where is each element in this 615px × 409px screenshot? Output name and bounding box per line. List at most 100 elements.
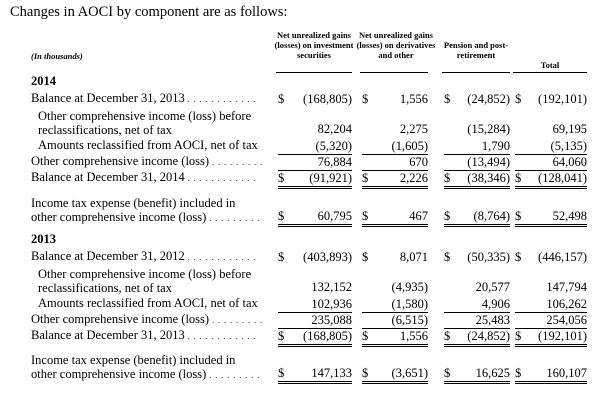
row-label: other comprehensive income (loss) . . . …	[31, 211, 262, 226]
row-label: reclassifications, net of tax	[38, 280, 172, 296]
row-label: Balance at December 31, 2013 . . . . . .…	[31, 92, 262, 107]
cell-value: 1,556	[399, 92, 428, 106]
table-cell: $ (24,852)	[444, 329, 510, 347]
cell-value: 147,794	[546, 280, 587, 294]
currency-symbol: $	[444, 366, 451, 380]
cell-value: (6,515)	[391, 313, 428, 327]
row-label-text: reclassifications, net of tax	[38, 122, 172, 137]
currency-symbol: $	[515, 209, 522, 223]
table-cell: $ (38,346)	[444, 171, 510, 189]
currency-symbol: $	[515, 92, 522, 106]
cell-value: (38,346)	[467, 171, 510, 185]
cell-value: 467	[409, 209, 428, 223]
cell-value: 64,060	[552, 155, 587, 169]
currency-symbol: $	[362, 171, 369, 185]
table-cell: 106,262	[515, 297, 587, 313]
cell-value: 20,577	[475, 280, 510, 294]
cell-value: 254,056	[546, 313, 587, 327]
table-cell: (1,605)	[362, 139, 428, 155]
table-cell: $1,556	[362, 329, 428, 347]
leader-dots: . . . . . . . . . . . .	[212, 316, 262, 325]
table-cell: $ (192,101)	[515, 329, 587, 347]
table-cell: $16,625	[444, 366, 510, 384]
intro-text: Changes in AOCI by component are as foll…	[10, 4, 288, 20]
cell-value: 69,195	[552, 122, 587, 136]
table-cell: $ (446,157)	[515, 250, 587, 265]
column-header-rule	[276, 72, 352, 73]
row-label: Balance at December 31, 2014 . . . . . .…	[31, 171, 262, 186]
table-cell: $ (3,651)	[362, 366, 428, 384]
row-label-text: Other comprehensive income (loss) before	[38, 267, 252, 281]
cell-value: 235,088	[311, 313, 352, 327]
table-cell: (5,320)	[278, 139, 352, 155]
table-cell: (15,284)	[444, 122, 510, 137]
currency-symbol: $	[278, 92, 285, 106]
cell-value: 1,556	[399, 329, 428, 343]
table-cell: 235,088	[278, 313, 352, 329]
cell-value: 106,262	[546, 297, 587, 311]
table-cell: $147,133	[278, 366, 352, 384]
cell-value: (192,101)	[538, 92, 587, 106]
table-cell: $ (168,805)	[278, 92, 352, 107]
cell-value: (4,935)	[391, 280, 428, 294]
currency-symbol: $	[515, 329, 522, 343]
cell-value: 4,906	[481, 297, 510, 311]
table-cell: (4,935)	[362, 280, 428, 295]
table-cell: 670	[362, 155, 428, 171]
row-label-text: other comprehensive income (loss)	[31, 210, 207, 224]
currency-symbol: $	[278, 250, 285, 264]
leader-dots: . . . . . . . . . . . .	[184, 253, 257, 262]
row-label-text: Other comprehensive income (loss)	[31, 155, 210, 168]
row-label-text: Income tax expense (benefit) included in	[31, 196, 236, 210]
cell-value: (1,605)	[391, 139, 428, 153]
cell-value: 1,790	[481, 139, 510, 153]
row-label-text: reclassifications, net of tax	[38, 280, 172, 295]
row-label-text: Balance at December 31, 2014	[31, 171, 185, 184]
column-header-rule	[442, 72, 510, 73]
currency-symbol: $	[515, 366, 522, 380]
currency-symbol: $	[444, 250, 451, 264]
row-label-text: Other comprehensive income (loss)	[31, 313, 210, 326]
cell-value: (446,157)	[538, 250, 587, 264]
table-cell: $60,795	[278, 209, 352, 227]
table-cell: $ (8,764)	[444, 209, 510, 227]
row-label: Other comprehensive income (loss) . . . …	[31, 155, 262, 170]
table-cell: 20,577	[444, 280, 510, 295]
row-label-text: Balance at December 31, 2012	[31, 250, 185, 263]
column-header-1: Net unrealized gains (losses) on investm…	[274, 30, 354, 60]
table-cell: 64,060	[515, 155, 587, 171]
leader-dots: . . . . . . . . . . . .	[184, 174, 257, 183]
table-cell: 25,483	[444, 313, 510, 329]
cell-value: (91,921)	[309, 171, 352, 185]
cell-value: 8,071	[399, 250, 428, 264]
cell-value: (5,320)	[315, 139, 352, 153]
cell-value: 2,226	[399, 171, 428, 185]
table-cell: 147,794	[515, 280, 587, 295]
leader-dots: . . . . . . . . . . . .	[184, 95, 257, 104]
cell-value: (168,805)	[303, 329, 352, 343]
table-cell: 82,204	[278, 122, 352, 137]
table-cell: 254,056	[515, 313, 587, 329]
table-cell: 2,275	[362, 122, 428, 137]
currency-symbol: $	[278, 366, 285, 380]
table-cell: $1,556	[362, 92, 428, 107]
table-cell: $160,107	[515, 366, 587, 384]
row-label: Other comprehensive income (loss) before	[38, 109, 251, 124]
table-cell: $ (168,805)	[278, 329, 352, 347]
column-header-2: Net unrealized gains (losses) on derivat…	[356, 30, 436, 60]
row-label: Amounts reclassified from AOCI, net of t…	[38, 138, 258, 153]
table-cell: 69,195	[515, 122, 587, 137]
table-cell: $ (192,101)	[515, 92, 587, 107]
row-label-text: Amounts reclassified from AOCI, net of t…	[38, 138, 258, 152]
currency-symbol: $	[444, 209, 451, 223]
table-cell: 1,790	[444, 139, 510, 155]
cell-value: 670	[409, 155, 428, 169]
column-header-rule	[513, 72, 587, 73]
units-label: (In thousands)	[31, 51, 83, 61]
cell-value: (15,284)	[467, 122, 510, 136]
cell-value: 102,936	[311, 297, 352, 311]
table-cell: $467	[362, 209, 428, 227]
currency-symbol: $	[444, 92, 451, 106]
row-label: Other comprehensive income (loss) . . . …	[31, 313, 262, 328]
leader-dots: . . . . . . . . . . . .	[209, 213, 262, 223]
